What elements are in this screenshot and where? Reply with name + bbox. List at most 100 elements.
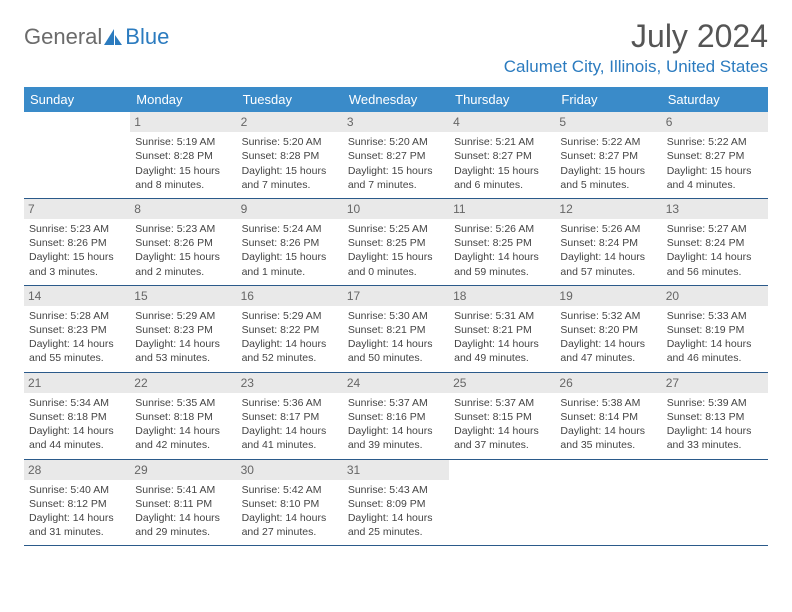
sunrise-line: Sunrise: 5:20 AM: [348, 135, 444, 149]
day-number: 16: [237, 286, 343, 306]
calendar-day-cell: 14Sunrise: 5:28 AMSunset: 8:23 PMDayligh…: [24, 285, 130, 372]
sunset-line: Sunset: 8:24 PM: [667, 236, 763, 250]
calendar-day-cell: 5Sunrise: 5:22 AMSunset: 8:27 PMDaylight…: [555, 112, 661, 198]
sunset-line: Sunset: 8:12 PM: [29, 497, 125, 511]
calendar-day-cell: 21Sunrise: 5:34 AMSunset: 8:18 PMDayligh…: [24, 372, 130, 459]
calendar-week-row: 21Sunrise: 5:34 AMSunset: 8:18 PMDayligh…: [24, 372, 768, 459]
sunrise-line: Sunrise: 5:39 AM: [667, 396, 763, 410]
day-number: 25: [449, 373, 555, 393]
calendar-day-cell: 20Sunrise: 5:33 AMSunset: 8:19 PMDayligh…: [662, 285, 768, 372]
weekday-header: Wednesday: [343, 87, 449, 112]
day-number: 4: [449, 112, 555, 132]
calendar-day-cell: 12 Sunrise: 5:26 AMSunset: 8:24 PMDayligh…: [555, 198, 661, 285]
calendar-day-cell: 8Sunrise: 5:23 AMSunset: 8:26 PMDaylight…: [130, 198, 236, 285]
daylight-line: Daylight: 15 hours and 2 minutes.: [135, 250, 231, 278]
daylight-line: Daylight: 14 hours and 57 minutes.: [560, 250, 656, 278]
daylight-line: Daylight: 14 hours and 56 minutes.: [667, 250, 763, 278]
sunset-line: Sunset: 8:15 PM: [454, 410, 550, 424]
sunrise-line: Sunrise: 5:38 AM: [560, 396, 656, 410]
sunset-line: Sunset: 8:13 PM: [667, 410, 763, 424]
sunset-line: Sunset: 8:11 PM: [135, 497, 231, 511]
sunrise-line: Sunrise: 5:37 AM: [454, 396, 550, 410]
sunrise-line: Sunrise: 5:22 AM: [560, 135, 656, 149]
calendar-day-cell: 16Sunrise: 5:29 AMSunset: 8:22 PMDayligh…: [237, 285, 343, 372]
weekday-header: Saturday: [662, 87, 768, 112]
daylight-line: Daylight: 14 hours and 59 minutes.: [454, 250, 550, 278]
day-number: 23: [237, 373, 343, 393]
daylight-line: Daylight: 14 hours and 33 minutes.: [667, 424, 763, 452]
calendar-day-cell: .: [449, 459, 555, 546]
calendar-day-cell: 19Sunrise: 5:32 AMSunset: 8:20 PMDayligh…: [555, 285, 661, 372]
brand-logo: GeneralBlue: [24, 18, 169, 50]
sunrise-line: Sunrise: 5:27 AM: [667, 222, 763, 236]
sunset-line: Sunset: 8:27 PM: [348, 149, 444, 163]
sunset-line: Sunset: 8:27 PM: [667, 149, 763, 163]
weekday-header: Monday: [130, 87, 236, 112]
day-number: 13: [662, 199, 768, 219]
sunset-line: Sunset: 8:14 PM: [560, 410, 656, 424]
sunrise-line: Sunrise: 5:29 AM: [242, 309, 338, 323]
daylight-line: Daylight: 14 hours and 52 minutes.: [242, 337, 338, 365]
day-number: 6: [662, 112, 768, 132]
sunrise-line: Sunrise: 5:36 AM: [242, 396, 338, 410]
calendar-day-cell: 22Sunrise: 5:35 AMSunset: 8:18 PMDayligh…: [130, 372, 236, 459]
calendar-day-cell: 3 Sunrise: 5:20 AMSunset: 8:27 PMDaylight…: [343, 112, 449, 198]
sunrise-line: Sunrise: 5:31 AM: [454, 309, 550, 323]
daylight-line: Daylight: 14 hours and 37 minutes.: [454, 424, 550, 452]
day-number: 3: [343, 112, 449, 132]
sunrise-line: Sunrise: 5:34 AM: [29, 396, 125, 410]
sunset-line: Sunset: 8:27 PM: [454, 149, 550, 163]
sunrise-line: Sunrise: 5:23 AM: [29, 222, 125, 236]
sunrise-line: Sunrise: 5:26 AM: [454, 222, 550, 236]
day-number: 19: [555, 286, 661, 306]
calendar-day-cell: 11Sunrise: 5:26 AMSunset: 8:25 PMDayligh…: [449, 198, 555, 285]
daylight-line: Daylight: 15 hours and 7 minutes.: [348, 164, 444, 192]
calendar-day-cell: .: [555, 459, 661, 546]
weekday-header: Tuesday: [237, 87, 343, 112]
day-number: 18: [449, 286, 555, 306]
day-number: 8: [130, 199, 236, 219]
sunrise-line: Sunrise: 5:24 AM: [242, 222, 338, 236]
day-number: 22: [130, 373, 236, 393]
sail-icon: [104, 29, 122, 45]
sunrise-line: Sunrise: 5:33 AM: [667, 309, 763, 323]
brand-part2: Blue: [104, 24, 169, 50]
calendar-day-cell: 18Sunrise: 5:31 AMSunset: 8:21 PMDayligh…: [449, 285, 555, 372]
calendar-day-cell: 26Sunrise: 5:38 AMSunset: 8:14 PMDayligh…: [555, 372, 661, 459]
weekday-header: Sunday: [24, 87, 130, 112]
calendar-day-cell: 13 Sunrise: 5:27 AMSunset: 8:24 PMDayligh…: [662, 198, 768, 285]
calendar-day-cell: 10Sunrise: 5:25 AMSunset: 8:25 PMDayligh…: [343, 198, 449, 285]
daylight-line: Daylight: 15 hours and 5 minutes.: [560, 164, 656, 192]
title-block: July 2024 Calumet City, Illinois, United…: [504, 18, 768, 77]
day-number: 12: [555, 199, 661, 219]
sunrise-line: Sunrise: 5:22 AM: [667, 135, 763, 149]
sunset-line: Sunset: 8:17 PM: [242, 410, 338, 424]
month-title: July 2024: [504, 18, 768, 55]
daylight-line: Daylight: 15 hours and 8 minutes.: [135, 164, 231, 192]
daylight-line: Daylight: 14 hours and 47 minutes.: [560, 337, 656, 365]
calendar-day-cell: 9Sunrise: 5:24 AMSunset: 8:26 PMDaylight…: [237, 198, 343, 285]
sunset-line: Sunset: 8:24 PM: [560, 236, 656, 250]
day-number: 5: [555, 112, 661, 132]
calendar-week-row: .1Sunrise: 5:19 AMSunset: 8:28 PMDayligh…: [24, 112, 768, 198]
calendar-day-cell: 30Sunrise: 5:42 AMSunset: 8:10 PMDayligh…: [237, 459, 343, 546]
sunset-line: Sunset: 8:21 PM: [348, 323, 444, 337]
day-number: 7: [24, 199, 130, 219]
day-number: 27: [662, 373, 768, 393]
sunset-line: Sunset: 8:09 PM: [348, 497, 444, 511]
sunset-line: Sunset: 8:21 PM: [454, 323, 550, 337]
sunrise-line: Sunrise: 5:41 AM: [135, 483, 231, 497]
daylight-line: Daylight: 15 hours and 0 minutes.: [348, 250, 444, 278]
day-number: 31: [343, 460, 449, 480]
day-number: 14: [24, 286, 130, 306]
sunrise-line: Sunrise: 5:19 AM: [135, 135, 231, 149]
daylight-line: Daylight: 14 hours and 44 minutes.: [29, 424, 125, 452]
calendar-table: SundayMondayTuesdayWednesdayThursdayFrid…: [24, 87, 768, 546]
calendar-day-cell: 24Sunrise: 5:37 AMSunset: 8:16 PMDayligh…: [343, 372, 449, 459]
sunset-line: Sunset: 8:10 PM: [242, 497, 338, 511]
sunrise-line: Sunrise: 5:26 AM: [560, 222, 656, 236]
weekday-header: Thursday: [449, 87, 555, 112]
daylight-line: Daylight: 15 hours and 6 minutes.: [454, 164, 550, 192]
sunset-line: Sunset: 8:25 PM: [348, 236, 444, 250]
daylight-line: Daylight: 15 hours and 4 minutes.: [667, 164, 763, 192]
